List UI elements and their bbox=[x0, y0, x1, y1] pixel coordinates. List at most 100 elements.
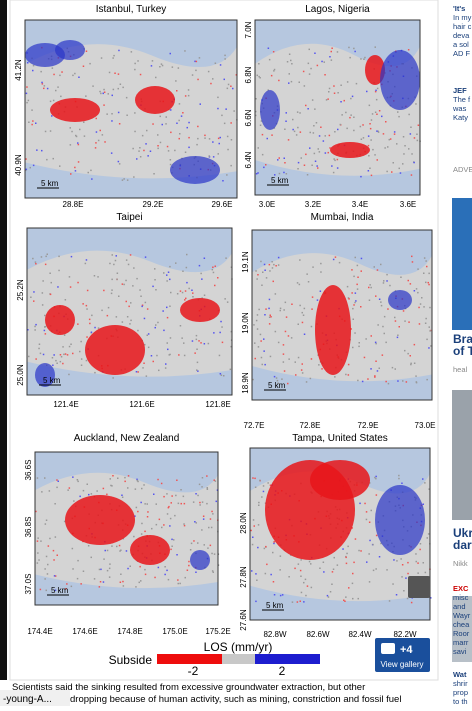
map-pixel bbox=[310, 358, 313, 360]
map-pixel bbox=[208, 138, 211, 140]
map-pixel bbox=[206, 475, 208, 477]
map-pixel bbox=[191, 340, 194, 342]
map-pixel bbox=[381, 115, 383, 118]
map-pixel bbox=[217, 96, 219, 99]
map-pixel bbox=[126, 179, 129, 181]
map-pixel bbox=[56, 486, 58, 489]
sidebar-text: Wat bbox=[453, 670, 467, 679]
map-pixel bbox=[40, 70, 42, 73]
map-pixel bbox=[136, 277, 138, 280]
map-pixel bbox=[111, 289, 113, 291]
map-pixel bbox=[310, 67, 312, 70]
x-tick-label: 73.0E bbox=[415, 421, 436, 430]
map-pixel bbox=[303, 581, 305, 584]
map-pixel bbox=[219, 136, 221, 139]
map-pixel bbox=[428, 347, 430, 349]
map-pixel bbox=[427, 281, 429, 284]
map-pixel bbox=[173, 539, 175, 541]
map-pixel bbox=[392, 162, 394, 164]
map-pixel bbox=[135, 586, 137, 588]
map-pixel bbox=[140, 533, 143, 535]
map-pixel bbox=[360, 270, 362, 272]
map-pixel bbox=[407, 49, 410, 51]
map-pixel bbox=[297, 126, 299, 129]
map-pixel bbox=[201, 529, 203, 531]
map-pixel bbox=[141, 522, 143, 525]
map-pixel bbox=[166, 306, 168, 309]
map-pixel bbox=[277, 341, 280, 344]
map-pixel bbox=[428, 272, 430, 275]
map-pixel bbox=[163, 495, 165, 498]
map-pixel bbox=[119, 83, 122, 85]
map-pixel bbox=[91, 314, 93, 317]
share-button[interactable] bbox=[408, 576, 430, 598]
map-pixel bbox=[367, 144, 370, 147]
map-pixel bbox=[288, 358, 290, 360]
map-pixel bbox=[217, 153, 219, 155]
map-pixel bbox=[429, 330, 431, 332]
map-pixel bbox=[137, 329, 139, 332]
map-pixel bbox=[360, 138, 363, 140]
map-pixel bbox=[377, 324, 379, 326]
map-pixel bbox=[111, 278, 113, 281]
map-pixel bbox=[139, 156, 142, 158]
map-pixel bbox=[273, 127, 276, 129]
map-pixel bbox=[124, 480, 126, 483]
map-pixel bbox=[60, 95, 62, 98]
map-pixel bbox=[287, 382, 289, 385]
map-pixel bbox=[224, 54, 226, 57]
map-pixel bbox=[80, 583, 82, 585]
map-pixel bbox=[351, 527, 353, 529]
map-pixel bbox=[320, 271, 322, 273]
map-pixel bbox=[119, 581, 122, 583]
map-pixel bbox=[46, 253, 48, 255]
map-pixel bbox=[415, 381, 418, 383]
map-pixel bbox=[144, 503, 146, 505]
map-pixel bbox=[31, 123, 33, 126]
map-pixel bbox=[370, 174, 373, 177]
map-pixel bbox=[54, 589, 57, 591]
map-pixel bbox=[146, 503, 148, 505]
map-pixel bbox=[281, 594, 284, 596]
map-pixel bbox=[203, 257, 206, 259]
map-pixel bbox=[141, 305, 143, 308]
map-pixel bbox=[201, 278, 203, 280]
map-pixel bbox=[25, 168, 28, 171]
map-pixel bbox=[315, 122, 318, 124]
map-pixel bbox=[387, 382, 390, 385]
map-pixel bbox=[43, 87, 45, 90]
scale-label: 5 km bbox=[266, 601, 284, 610]
map-pixel bbox=[130, 51, 133, 53]
map-pixel bbox=[170, 291, 172, 294]
map-pixel bbox=[374, 154, 376, 156]
map-pixel bbox=[146, 516, 149, 518]
map-pixel bbox=[268, 316, 271, 318]
view-gallery-button[interactable]: +4 View gallery bbox=[375, 638, 430, 672]
map-pixel bbox=[99, 129, 101, 132]
map-pixel bbox=[416, 139, 419, 142]
map-pixel bbox=[191, 74, 194, 76]
map-pixel bbox=[403, 153, 405, 155]
map-pixel bbox=[393, 131, 396, 133]
map-pixel bbox=[347, 374, 350, 376]
map-pixel bbox=[157, 145, 159, 147]
map-pixel bbox=[392, 583, 394, 585]
y-tick-label: 7.0N bbox=[244, 21, 253, 38]
map-pixel bbox=[103, 88, 105, 91]
map-pixel bbox=[290, 337, 293, 339]
map-pixel bbox=[202, 515, 205, 517]
map-pixel bbox=[135, 371, 138, 373]
map-pixel bbox=[115, 255, 117, 257]
map-pixel bbox=[429, 306, 431, 309]
map-pixel bbox=[177, 67, 180, 69]
map-pixel bbox=[370, 509, 372, 512]
colorbar-low-label: Subside bbox=[109, 653, 153, 667]
map-pixel bbox=[157, 134, 159, 136]
map-pixel bbox=[36, 562, 39, 564]
map-pixel bbox=[334, 376, 336, 378]
map-pixel bbox=[413, 362, 416, 364]
map-pixel bbox=[263, 263, 266, 266]
uplift-area bbox=[190, 550, 210, 570]
map-pixel bbox=[185, 266, 188, 269]
map-pixel bbox=[96, 490, 98, 492]
